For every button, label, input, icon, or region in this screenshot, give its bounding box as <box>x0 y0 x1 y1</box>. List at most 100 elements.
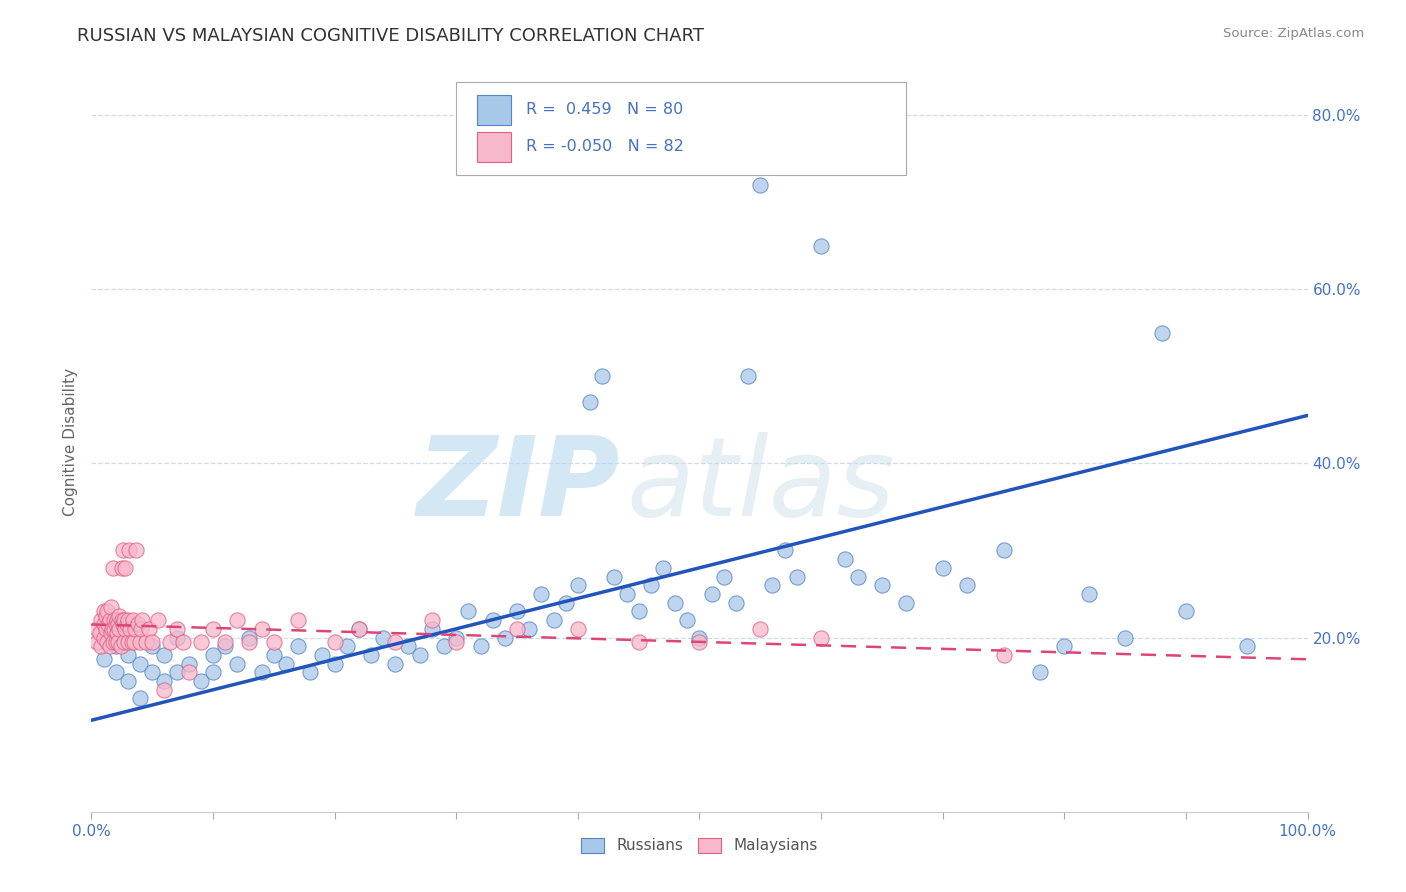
Point <box>121 613 143 627</box>
Text: ZIP: ZIP <box>418 433 620 540</box>
Point <box>111 613 134 627</box>
Point <box>1236 639 1258 653</box>
Point <box>420 613 443 627</box>
Point <box>530 587 553 601</box>
Point <box>100 600 122 615</box>
Point <box>640 578 662 592</box>
Point <box>93 617 115 632</box>
Point <box>444 635 467 649</box>
Point <box>834 552 856 566</box>
Point <box>112 613 135 627</box>
Point <box>993 648 1015 662</box>
Point <box>688 631 710 645</box>
Point <box>420 622 443 636</box>
Point <box>202 622 225 636</box>
Point <box>96 635 118 649</box>
Point <box>138 622 160 636</box>
Point <box>713 569 735 583</box>
Point <box>323 635 346 649</box>
Point <box>263 635 285 649</box>
Point <box>110 639 132 653</box>
Point <box>90 613 112 627</box>
Point <box>114 561 136 575</box>
Point <box>591 369 613 384</box>
Point <box>506 604 529 618</box>
Point <box>517 622 540 636</box>
Text: atlas: atlas <box>627 433 896 540</box>
Point <box>98 639 121 653</box>
Point <box>111 543 134 558</box>
Point <box>993 543 1015 558</box>
Point <box>336 639 359 653</box>
Point <box>103 635 125 649</box>
Point <box>153 648 176 662</box>
Point <box>664 596 686 610</box>
Point <box>263 648 285 662</box>
Text: Source: ZipAtlas.com: Source: ZipAtlas.com <box>1223 27 1364 40</box>
Legend: Russians, Malaysians: Russians, Malaysians <box>575 831 824 860</box>
Point <box>96 604 118 618</box>
Point <box>115 617 138 632</box>
Point <box>1175 604 1198 618</box>
Point <box>202 648 225 662</box>
Point <box>103 622 125 636</box>
Point <box>433 639 456 653</box>
Point <box>202 665 225 680</box>
Point <box>347 622 370 636</box>
Point <box>98 613 121 627</box>
Point <box>141 639 163 653</box>
Point <box>506 622 529 636</box>
Point <box>153 682 176 697</box>
Point <box>1053 639 1076 653</box>
Point <box>177 665 200 680</box>
Point <box>129 635 152 649</box>
Point <box>749 178 772 192</box>
Point <box>724 596 747 610</box>
Point <box>287 639 309 653</box>
Point <box>118 543 141 558</box>
Point <box>676 613 699 627</box>
Point <box>250 622 273 636</box>
Point <box>93 604 115 618</box>
Point <box>101 622 124 636</box>
Point <box>274 657 297 671</box>
Point <box>870 578 893 592</box>
Point <box>1150 326 1173 340</box>
Point <box>97 617 120 632</box>
Point <box>86 622 108 636</box>
Point <box>122 635 145 649</box>
Point <box>190 635 212 649</box>
Point <box>554 596 576 610</box>
Point <box>567 622 589 636</box>
Point <box>108 608 131 623</box>
Point <box>104 639 127 653</box>
Point <box>846 569 869 583</box>
Point <box>567 578 589 592</box>
Point <box>141 635 163 649</box>
Point <box>810 631 832 645</box>
Point <box>360 648 382 662</box>
Point <box>773 543 796 558</box>
Point <box>373 631 395 645</box>
Point <box>226 657 249 671</box>
Point <box>166 622 188 636</box>
Point <box>117 613 139 627</box>
Point <box>117 648 139 662</box>
Point <box>810 238 832 252</box>
Point <box>700 587 723 601</box>
Text: R = -0.050   N = 82: R = -0.050 N = 82 <box>526 139 683 154</box>
Point <box>238 631 260 645</box>
Point <box>141 665 163 680</box>
Point <box>761 578 783 592</box>
Point <box>481 613 503 627</box>
Point <box>603 569 626 583</box>
Point <box>104 617 127 632</box>
Point <box>121 635 143 649</box>
Point <box>616 587 638 601</box>
Point <box>627 635 650 649</box>
Point <box>166 665 188 680</box>
Point <box>1029 665 1052 680</box>
Point <box>105 626 128 640</box>
Point <box>114 622 136 636</box>
Point <box>250 665 273 680</box>
